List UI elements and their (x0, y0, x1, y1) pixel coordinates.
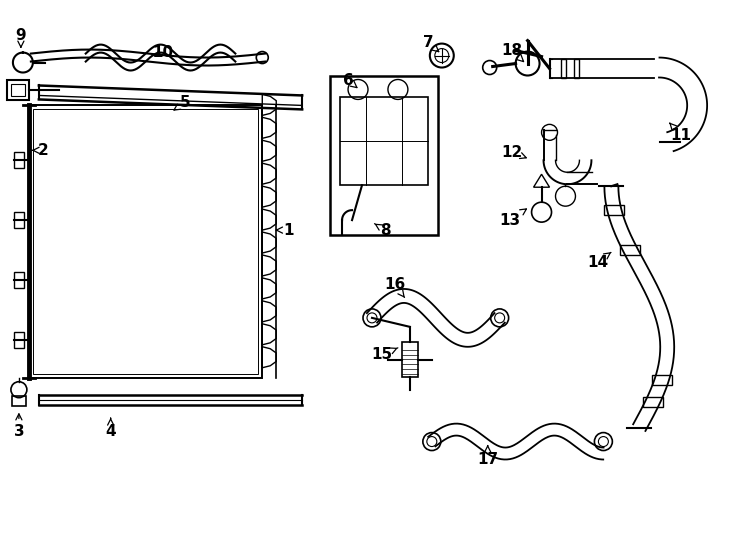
Text: 4: 4 (106, 418, 116, 439)
Text: 1: 1 (277, 222, 294, 238)
Text: 7: 7 (423, 35, 439, 52)
Text: 5: 5 (174, 95, 191, 110)
Text: 3: 3 (14, 414, 24, 439)
Text: 10: 10 (152, 45, 173, 60)
Bar (604, 205, 625, 215)
Text: 14: 14 (587, 252, 611, 269)
Bar (402, 342, 418, 377)
Bar (643, 397, 663, 407)
Bar (330, 76, 437, 235)
Text: 6: 6 (343, 73, 357, 88)
Bar (340, 97, 428, 185)
Text: 11: 11 (669, 123, 691, 143)
Text: 9: 9 (15, 28, 26, 47)
Text: 2: 2 (32, 143, 48, 158)
Bar (562, 58, 567, 78)
Text: 12: 12 (501, 145, 526, 160)
Text: 13: 13 (499, 209, 526, 228)
Bar (620, 245, 640, 255)
Text: 8: 8 (374, 222, 390, 238)
Text: 16: 16 (385, 278, 406, 298)
Bar (575, 58, 579, 78)
Text: 18: 18 (501, 43, 523, 62)
Text: 15: 15 (371, 347, 398, 362)
Bar (652, 375, 672, 384)
Text: 17: 17 (477, 446, 498, 467)
